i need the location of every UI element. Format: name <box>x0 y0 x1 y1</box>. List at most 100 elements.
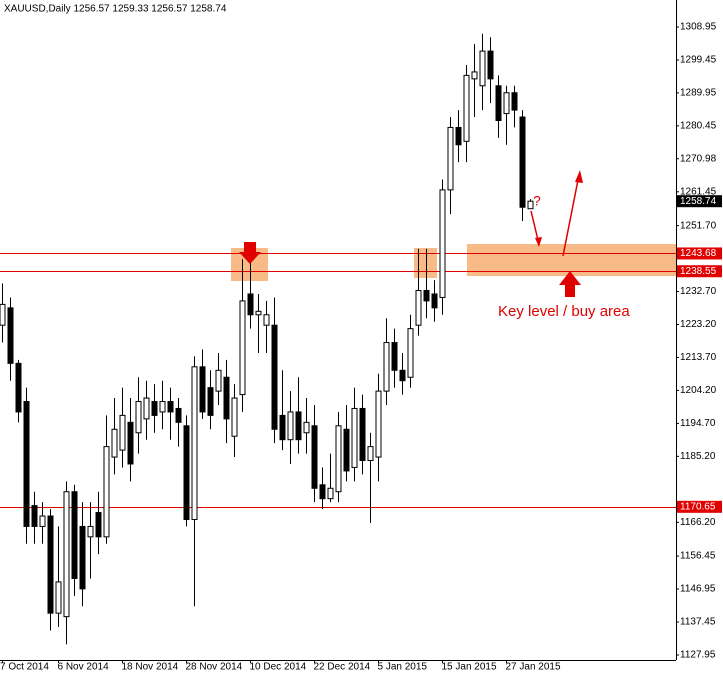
candle-body <box>159 401 166 413</box>
y-tick-label: 1185.20 <box>680 451 716 462</box>
y-tick-label: 1223.20 <box>680 319 717 330</box>
candle-body <box>351 407 358 468</box>
chart-title: XAUUSD,Daily 1256.57 1259.33 1256.57 125… <box>4 4 227 15</box>
candle-body <box>463 74 470 142</box>
candle-body <box>311 425 318 489</box>
candle-body <box>375 390 382 458</box>
candle-body <box>335 425 342 493</box>
level-label-box <box>677 500 722 513</box>
annotation: ? <box>533 193 541 209</box>
up-arrow <box>559 271 581 297</box>
candle-body <box>47 515 54 614</box>
candle-body <box>63 491 70 618</box>
y-tick-label: 1299.45 <box>680 55 717 66</box>
candle-body <box>247 293 254 316</box>
y-tick-label: 1146.95 <box>680 584 716 595</box>
candle-body <box>359 407 366 462</box>
candle-body <box>471 71 478 80</box>
candle-body <box>263 314 270 326</box>
candle-body <box>455 126 462 146</box>
arrows <box>239 170 583 297</box>
level-label: 1170.65 <box>680 501 716 512</box>
candle-body <box>431 293 438 309</box>
x-tick-label: 5 Jan 2015 <box>378 662 428 673</box>
x-tick-label: 10 Dec 2014 <box>250 662 307 673</box>
candle-body <box>207 387 214 416</box>
y-tick-label: 1127.95 <box>680 650 716 661</box>
candle-body <box>111 428 118 458</box>
y-tick-label: 1213.70 <box>680 352 717 363</box>
candle-body <box>199 366 206 413</box>
x-tick-label: 7 Oct 2014 <box>0 662 49 673</box>
candle-body <box>287 411 294 441</box>
candle-body <box>255 310 262 316</box>
candle-body <box>503 92 510 115</box>
candle-body <box>95 512 102 538</box>
candle-body <box>119 414 126 451</box>
x-tick-label: 15 Jan 2015 <box>442 662 497 673</box>
candle-body <box>303 421 310 434</box>
candle-body <box>367 446 374 462</box>
level-label-box <box>677 247 722 260</box>
candle-body <box>71 491 78 579</box>
candle-body <box>447 126 454 191</box>
candle-body <box>31 505 38 527</box>
arrow-head <box>535 237 542 247</box>
candle-body <box>55 581 62 614</box>
y-tick-label: 1308.95 <box>680 22 717 33</box>
highlight-zone <box>414 248 437 278</box>
candle-body <box>135 401 142 434</box>
x-tick-label: 22 Dec 2014 <box>314 662 371 673</box>
candle-body <box>519 116 526 208</box>
candle-body <box>223 376 230 420</box>
candle-body <box>407 328 414 378</box>
candle-body <box>151 401 158 416</box>
candle-body <box>487 50 494 80</box>
level-label-box <box>677 265 722 278</box>
candle-body <box>399 369 406 382</box>
buy-zone <box>467 244 676 276</box>
candle-body <box>439 189 446 298</box>
candle-body <box>79 525 86 590</box>
candle-body <box>143 397 150 420</box>
candle-body <box>319 484 326 500</box>
arrow-line <box>530 210 539 241</box>
candle-body <box>327 487 334 500</box>
candle-body <box>527 200 534 210</box>
y-tick-label: 1194.70 <box>680 418 716 429</box>
y-tick-label: 1232.70 <box>680 286 717 297</box>
y-tick-label: 1270.98 <box>680 153 717 164</box>
candle-body <box>23 401 30 527</box>
candle-body <box>7 307 14 364</box>
candle-body <box>423 289 430 302</box>
y-tick-label: 1280.45 <box>680 121 717 132</box>
candle-body <box>103 446 110 538</box>
candle-body <box>127 421 134 465</box>
y-tick-label: 1166.20 <box>680 517 716 528</box>
arrow-line <box>562 179 579 257</box>
candle-body <box>183 425 190 520</box>
candle-body <box>0 303 6 326</box>
y-tick-label: 1156.45 <box>680 551 716 562</box>
candle-body <box>87 525 94 538</box>
y-tick-label: 1261.45 <box>680 186 717 197</box>
candle-body <box>391 342 398 371</box>
candle-body <box>271 324 278 430</box>
candle-body <box>495 85 502 121</box>
candle-body <box>279 414 286 441</box>
candle-body <box>383 342 390 392</box>
arrow-head <box>575 170 583 183</box>
candle-body <box>479 50 486 87</box>
candle-body <box>295 411 302 441</box>
x-tick-label: 18 Nov 2014 <box>122 662 179 673</box>
candle-body <box>167 401 174 413</box>
candle-body <box>415 289 422 326</box>
candle-body <box>215 369 222 392</box>
candle-body <box>511 92 518 111</box>
x-tick-label: 28 Nov 2014 <box>186 662 243 673</box>
candle-body <box>15 362 22 413</box>
candle-body <box>175 407 182 423</box>
down-arrow <box>239 242 261 264</box>
